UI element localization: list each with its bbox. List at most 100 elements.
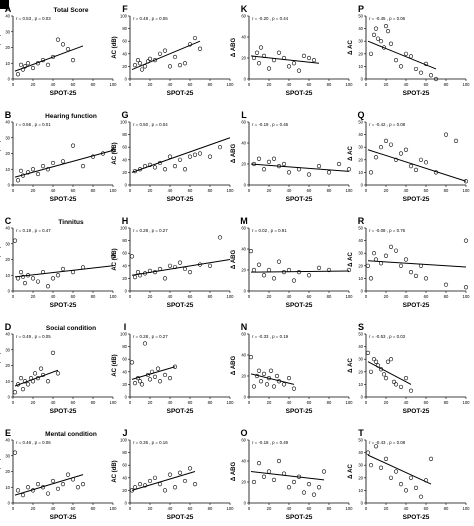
data-point: [266, 66, 272, 71]
x-axis-label: SPOT-25: [167, 90, 194, 97]
x-tick-label: 20: [384, 400, 389, 405]
data-point: [408, 388, 414, 393]
data-point: [18, 62, 24, 67]
data-point: [336, 161, 342, 167]
regression-line: [14, 149, 114, 178]
data-point: [20, 387, 26, 392]
y-tick-label: 40: [5, 14, 10, 19]
data-point: [12, 390, 18, 395]
x-tick-label: 60: [307, 400, 312, 405]
data-point: [32, 371, 38, 376]
y-tick-label: 40: [122, 263, 127, 268]
data-point: [271, 156, 277, 161]
panel-e: 0 10 20 30 40 0 20 40 60 80 100 SPOT-25 ABG (dB) E Men…: [0, 428, 117, 521]
data-point: [296, 270, 302, 275]
x-tick-label: 20: [384, 188, 389, 193]
y-tick-label: 40: [5, 438, 10, 443]
data-point: [383, 23, 389, 29]
data-point: [403, 488, 409, 493]
x-tick-label: 80: [91, 400, 96, 405]
x-tick-label: 60: [71, 506, 76, 511]
y-tick-label: 50: [358, 226, 363, 231]
x-axis-label: SPOT-25: [50, 196, 77, 203]
data-point: [443, 132, 449, 137]
y-tick-label: 0: [361, 501, 364, 506]
data-point: [142, 64, 148, 69]
data-point: [256, 262, 262, 267]
y-axis-label: Δ ABG: [231, 144, 237, 164]
y-tick-label: 0: [8, 183, 11, 188]
panel-letter: T: [358, 428, 364, 438]
y-axis-label: AC (dB): [112, 142, 118, 164]
data-point: [375, 36, 381, 41]
x-tick-label: 0: [365, 506, 368, 511]
data-point: [145, 59, 151, 64]
data-point: [18, 376, 24, 381]
y-tick-label: 30: [5, 135, 10, 140]
x-tick-label: 20: [267, 506, 272, 511]
data-point: [433, 170, 439, 175]
x-tick-label: 80: [91, 294, 96, 299]
panel-letter: N: [241, 322, 248, 332]
x-tick-label: 80: [91, 506, 96, 511]
data-point: [383, 376, 389, 381]
data-point: [381, 372, 387, 377]
data-point: [60, 266, 66, 272]
data-point: [135, 57, 141, 63]
data-point: [132, 169, 138, 174]
y-tick-label: 60: [122, 39, 127, 44]
row-title: Mental condition: [45, 431, 97, 438]
y-axis-label: AC (dB): [112, 354, 118, 376]
x-tick-label: 0: [12, 82, 15, 87]
data-point: [30, 488, 36, 493]
y-tick-label: 20: [241, 56, 246, 61]
data-point: [301, 53, 307, 59]
panel-letter: F: [122, 4, 128, 14]
data-point: [463, 179, 469, 184]
y-tick-label: 20: [122, 382, 127, 387]
data-point: [137, 61, 143, 66]
data-point: [30, 379, 36, 384]
y-tick-label: 10: [5, 167, 10, 172]
data-point: [373, 359, 379, 364]
data-point: [274, 373, 280, 379]
data-point: [383, 456, 389, 462]
x-tick-label: 0: [12, 506, 15, 511]
x-axis-label: SPOT-25: [50, 90, 77, 97]
x-tick-label: 40: [168, 400, 173, 405]
y-tick-label: 40: [358, 238, 363, 243]
data-point: [423, 478, 429, 483]
data-point: [187, 42, 193, 47]
y-tick-label: 20: [122, 488, 127, 493]
stats-annotation: r = 0.28 , p = 0.27: [133, 228, 168, 233]
data-point: [50, 160, 56, 166]
x-tick-label: 0: [248, 188, 251, 193]
x-axis-label: SPOT-25: [286, 408, 313, 415]
data-point: [365, 350, 371, 356]
y-axis-label: AC (dB): [112, 36, 118, 58]
y-axis-label: Δ ABG: [231, 356, 237, 376]
y-tick-label: 80: [122, 26, 127, 31]
data-point: [135, 270, 141, 275]
x-tick-label: 80: [208, 294, 213, 299]
data-point: [311, 57, 317, 63]
x-tick-label: 100: [346, 400, 354, 405]
data-point: [50, 276, 56, 281]
data-point: [463, 285, 469, 290]
data-point: [413, 167, 419, 172]
x-axis-label: SPOT-25: [167, 514, 194, 521]
y-tick-label: 20: [241, 374, 246, 379]
data-point: [256, 156, 262, 161]
panel-letter: A: [5, 4, 12, 14]
data-point: [346, 267, 352, 273]
x-tick-label: 40: [168, 294, 173, 299]
y-axis-label: Δ ABG: [231, 250, 237, 270]
data-point: [316, 485, 322, 490]
x-tick-label: 40: [168, 188, 173, 193]
data-point: [403, 257, 409, 262]
data-point: [326, 267, 332, 273]
y-tick-label: 0: [8, 501, 11, 506]
data-point: [398, 482, 404, 487]
data-point: [157, 379, 163, 384]
data-point: [182, 266, 188, 272]
